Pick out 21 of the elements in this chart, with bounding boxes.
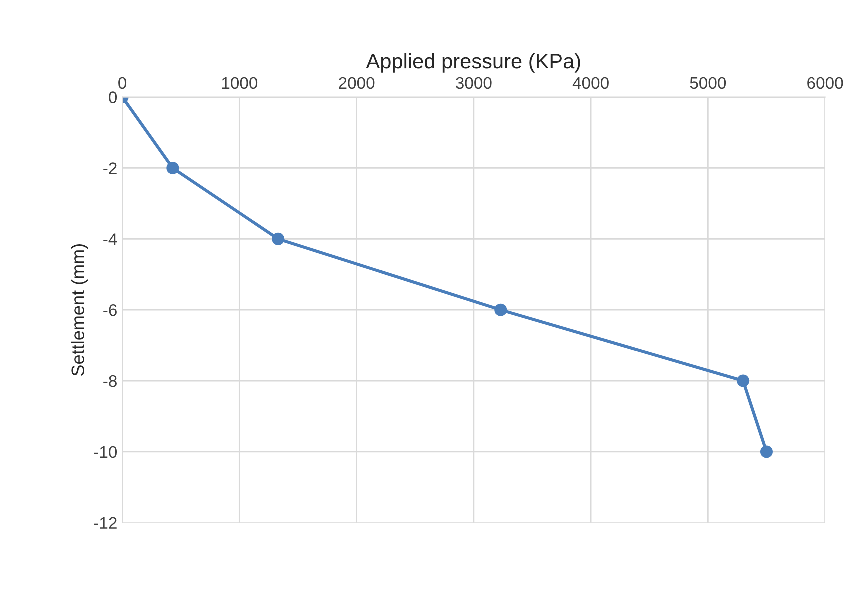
y-tick-label: -4 <box>104 234 118 246</box>
point <box>272 232 285 246</box>
y-tick-label: -8 <box>104 375 117 388</box>
y-tick-label: -12 <box>94 517 117 529</box>
point <box>737 374 750 388</box>
x-axis-title: Applied pressure (KPa) <box>366 53 580 73</box>
x-tick-label: 1000 <box>222 77 258 90</box>
x-tick-label: 5000 <box>690 77 726 90</box>
y-tick-label: -10 <box>94 446 118 458</box>
y-tick-label: -6 <box>104 304 117 316</box>
y-tick-label: -2 <box>104 162 117 174</box>
y-tick-label: 0 <box>109 92 118 104</box>
y-axis-title: Settlement (mm) <box>71 244 88 376</box>
x-tick-label: 6000 <box>808 77 844 90</box>
x-tick-label: 0 <box>118 77 127 90</box>
point <box>494 304 508 316</box>
point <box>760 446 773 458</box>
x-tick-label: 2000 <box>339 77 375 90</box>
x-tick-label: 4000 <box>572 77 609 90</box>
point <box>166 162 180 174</box>
x-tick-label: 3000 <box>456 77 492 90</box>
